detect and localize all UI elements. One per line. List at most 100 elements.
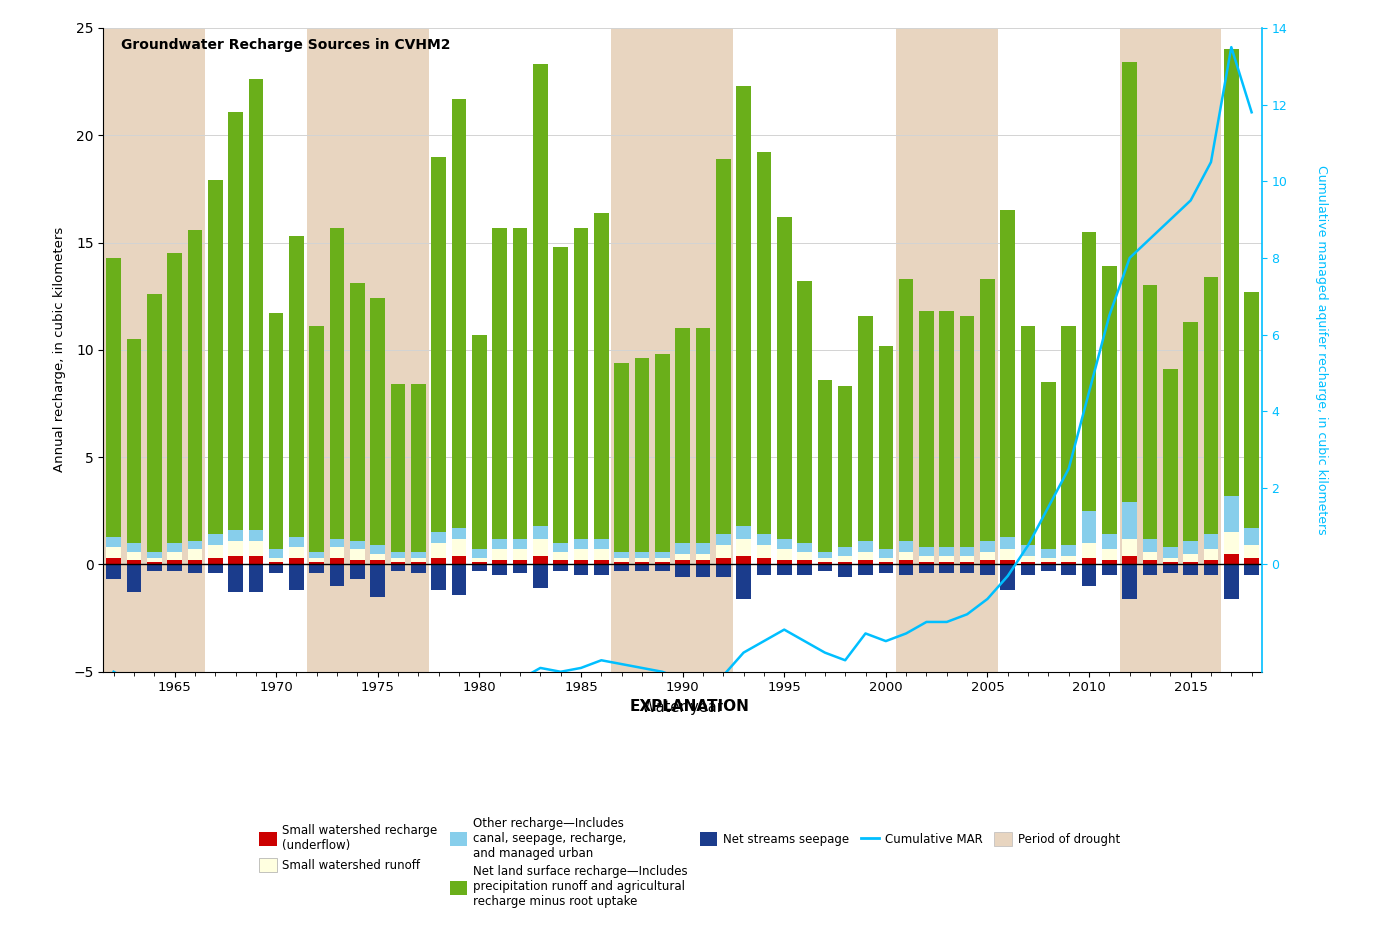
Bar <box>1041 563 1056 564</box>
Bar <box>920 312 934 548</box>
Bar <box>736 556 752 564</box>
Bar <box>776 550 792 560</box>
Legend: Small watershed recharge
(underflow), Small watershed runoff, Other recharge—Inc: Small watershed recharge (underflow), Sm… <box>259 816 1120 909</box>
Bar <box>452 528 466 538</box>
Bar <box>553 551 568 560</box>
Bar <box>290 236 303 536</box>
Bar <box>878 563 894 564</box>
Bar <box>1062 545 1076 556</box>
Bar <box>1183 322 1198 541</box>
Bar <box>208 564 222 573</box>
Bar <box>1062 327 1076 545</box>
Bar <box>1102 564 1117 575</box>
Bar <box>188 560 203 564</box>
Bar <box>614 558 629 563</box>
Bar <box>492 560 507 564</box>
Bar <box>980 551 994 560</box>
Bar <box>574 550 589 560</box>
Bar <box>269 313 284 550</box>
Bar <box>776 560 792 564</box>
Bar <box>1204 564 1218 575</box>
Bar <box>534 64 547 526</box>
Bar <box>594 564 608 575</box>
Bar <box>309 564 324 573</box>
Bar <box>330 558 345 564</box>
Bar <box>1102 266 1117 535</box>
Bar <box>757 564 771 575</box>
Bar <box>432 558 445 564</box>
Bar <box>350 550 365 560</box>
Bar <box>899 564 913 575</box>
Bar <box>1143 538 1157 551</box>
Bar <box>306 28 429 672</box>
Bar <box>228 541 243 556</box>
Bar <box>695 564 710 578</box>
Bar <box>553 247 568 543</box>
Bar <box>858 541 873 551</box>
Bar <box>960 556 975 563</box>
Bar <box>188 230 203 541</box>
Bar <box>920 564 934 573</box>
Bar <box>188 550 203 560</box>
Bar <box>492 228 507 538</box>
Bar <box>818 558 832 563</box>
Bar <box>127 560 141 564</box>
Bar <box>858 564 873 575</box>
Bar <box>594 213 608 538</box>
Bar <box>695 328 710 543</box>
Bar <box>248 564 263 592</box>
Bar <box>634 358 650 551</box>
Bar <box>655 558 670 563</box>
Bar <box>106 548 121 558</box>
Bar <box>371 560 385 564</box>
Bar <box>553 560 568 564</box>
Bar <box>716 564 731 578</box>
Bar <box>390 384 405 551</box>
Bar <box>350 284 365 541</box>
Bar <box>1000 536 1015 550</box>
Text: Groundwater Recharge Sources in CVHM2: Groundwater Recharge Sources in CVHM2 <box>121 37 451 51</box>
Bar <box>106 258 121 536</box>
Bar <box>269 563 284 564</box>
Bar <box>103 28 205 672</box>
Bar <box>676 560 690 564</box>
Bar <box>1225 564 1238 599</box>
Bar <box>574 560 589 564</box>
Bar <box>797 551 812 560</box>
Bar <box>634 551 650 558</box>
Bar <box>980 564 994 575</box>
Bar <box>1041 383 1056 550</box>
Bar <box>472 563 487 564</box>
Bar <box>106 536 121 548</box>
Bar <box>1020 556 1036 563</box>
Bar <box>1123 564 1138 599</box>
Bar <box>269 550 284 558</box>
Bar <box>716 558 731 564</box>
Bar <box>1020 564 1036 575</box>
Bar <box>534 556 547 564</box>
Bar <box>309 558 324 563</box>
Bar <box>634 558 650 563</box>
Bar <box>574 538 589 550</box>
Bar <box>228 530 243 541</box>
Bar <box>676 543 690 554</box>
Bar <box>127 564 141 592</box>
Bar <box>939 548 954 556</box>
Bar <box>1143 564 1157 575</box>
Bar <box>1020 563 1036 564</box>
Bar <box>899 560 913 564</box>
Bar <box>797 564 812 575</box>
Bar <box>980 560 994 564</box>
Bar <box>350 560 365 564</box>
Bar <box>676 328 690 543</box>
Bar <box>432 564 445 591</box>
Bar <box>614 563 629 564</box>
Bar <box>980 279 994 541</box>
Bar <box>248 556 263 564</box>
Bar <box>878 550 894 558</box>
Bar <box>1204 550 1218 560</box>
Bar <box>1162 563 1178 564</box>
Bar <box>492 564 507 575</box>
Y-axis label: Annual recharge, in cubic kilometers: Annual recharge, in cubic kilometers <box>54 228 66 472</box>
Bar <box>534 538 547 556</box>
